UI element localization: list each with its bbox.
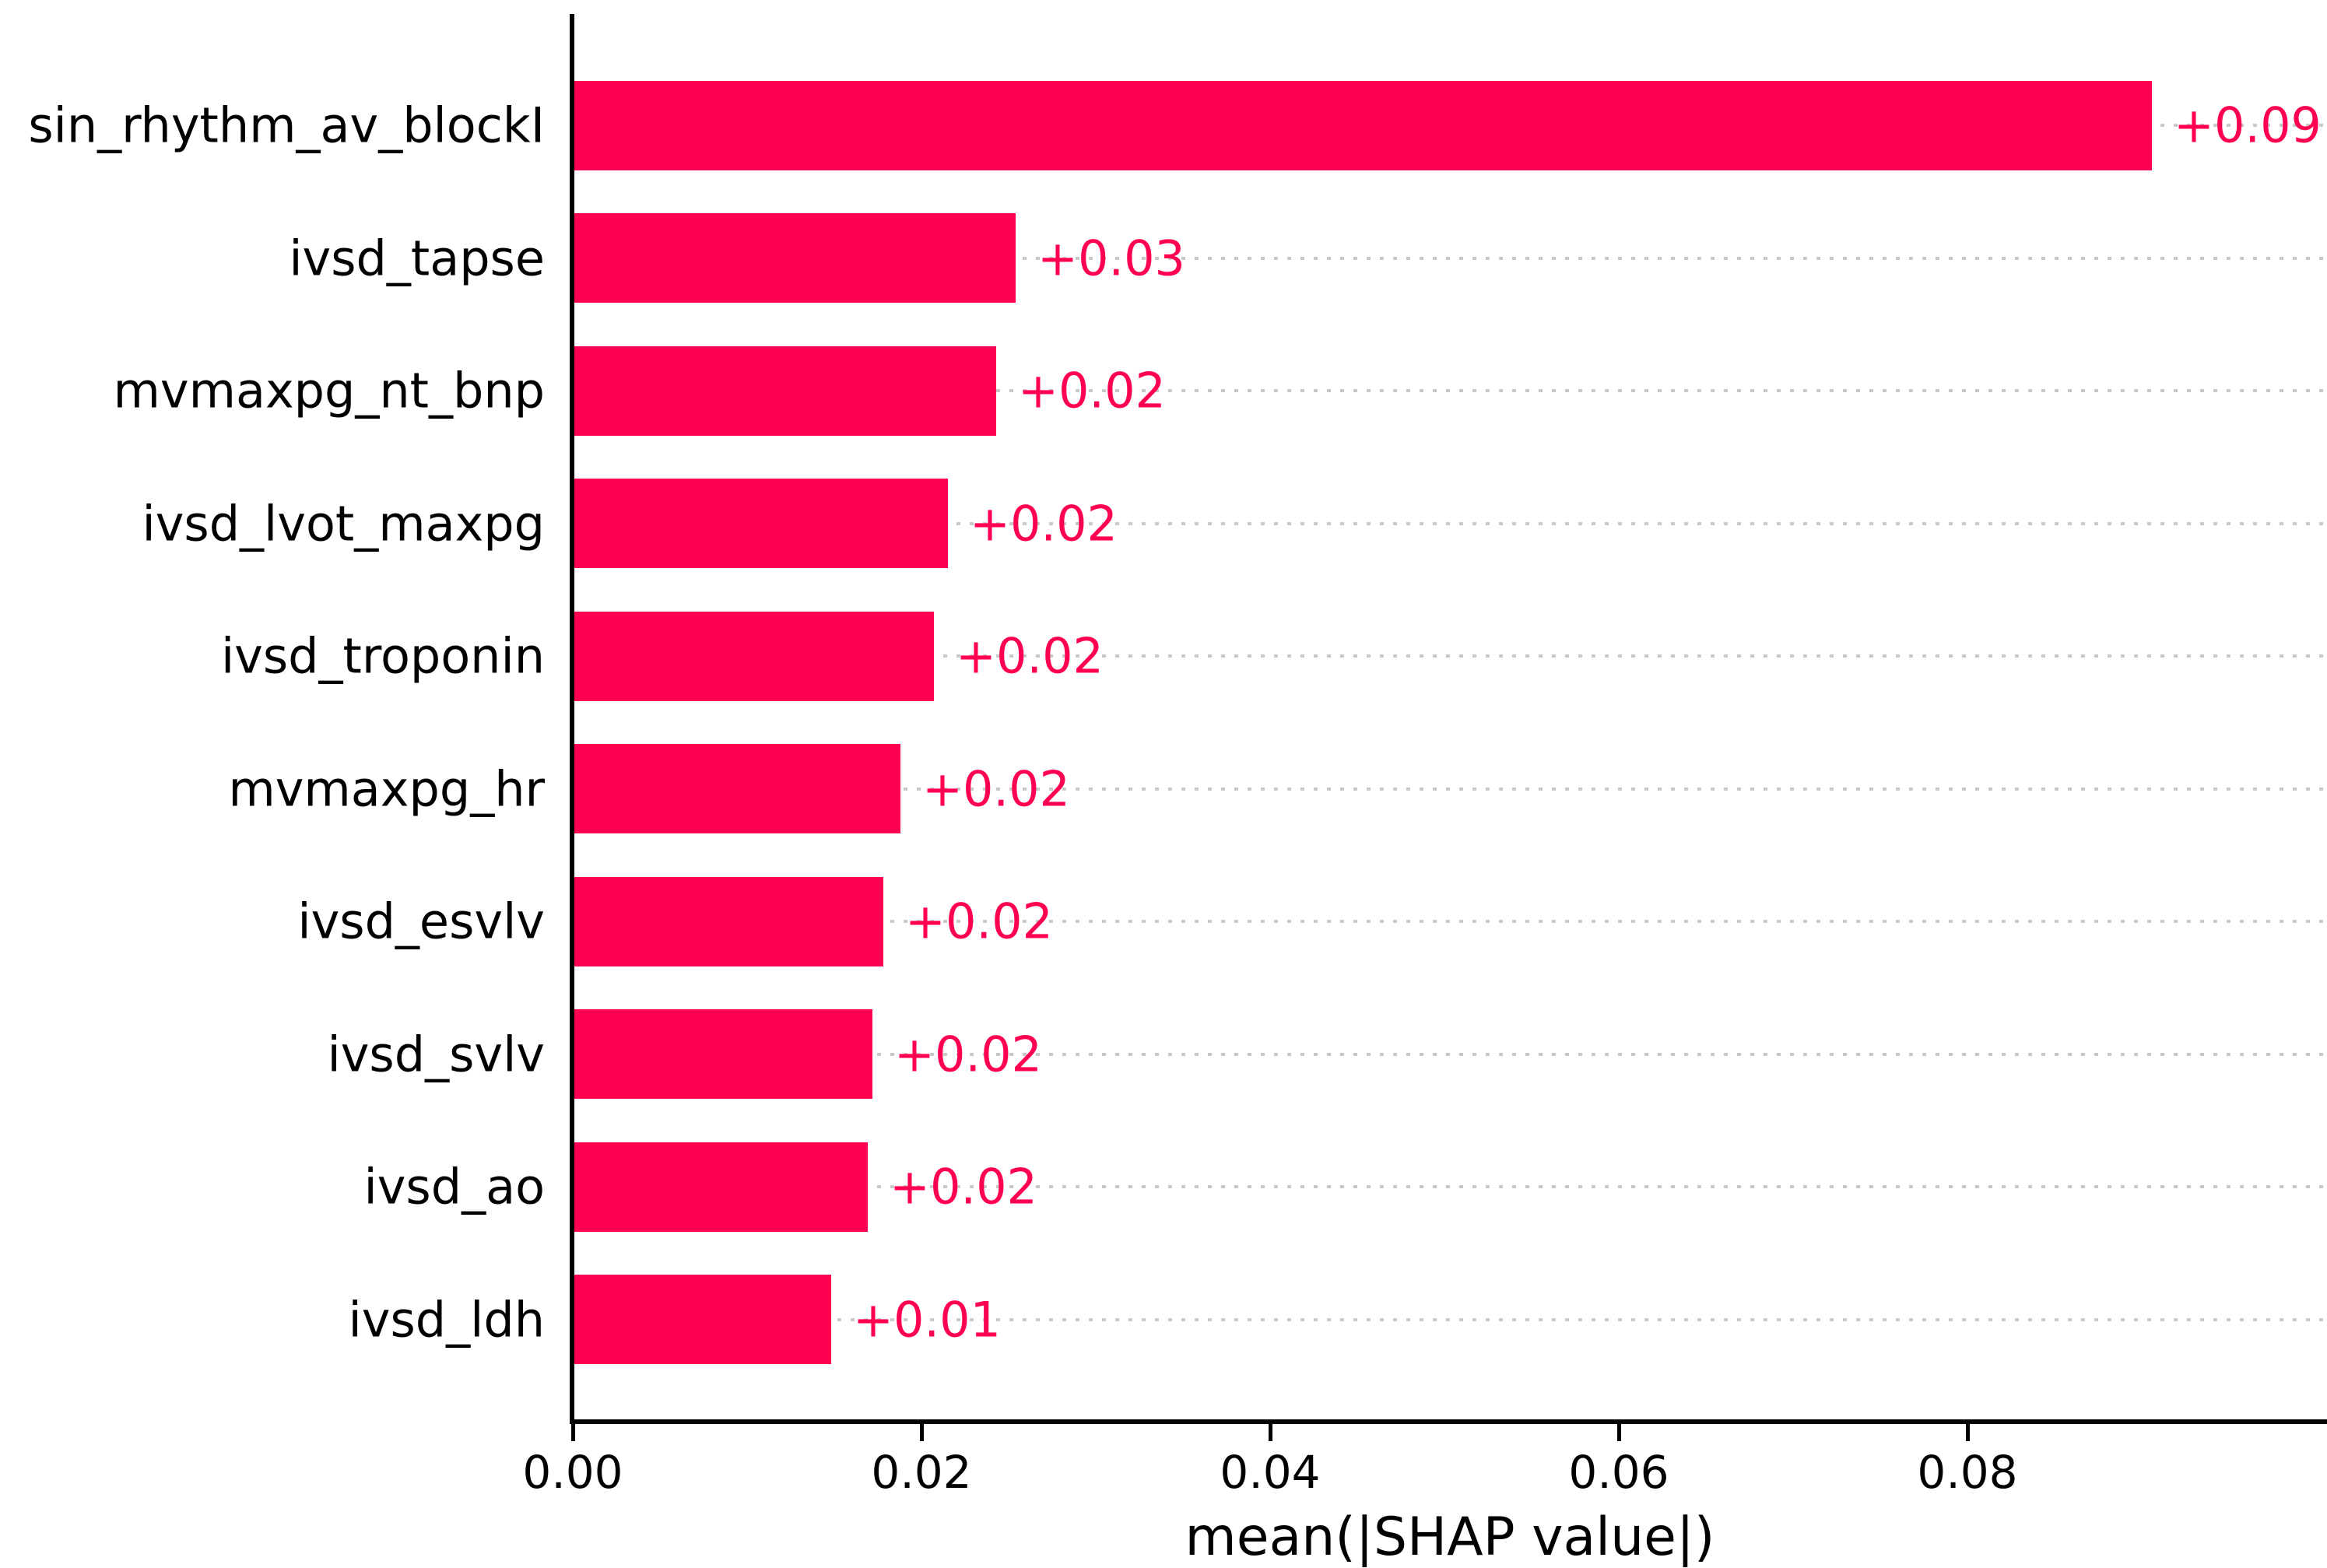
x-tick-mark (571, 1424, 575, 1441)
bar (573, 876, 883, 966)
value-label: +0.02 (922, 760, 1070, 817)
x-axis-spine (570, 1419, 2327, 1424)
y-axis-spine (570, 14, 574, 1424)
value-label: +0.09 (2174, 96, 2322, 154)
bar (573, 1275, 831, 1364)
gridline (573, 1052, 2327, 1056)
feature-label: ivsd_ldh (348, 1291, 545, 1348)
feature-label: mvmaxpg_hr (228, 760, 545, 817)
x-tick-mark (1966, 1424, 1970, 1441)
gridline (573, 654, 2327, 658)
feature-label: ivsd_tapse (289, 230, 545, 286)
bar (573, 1009, 872, 1099)
gridline (573, 389, 2327, 392)
gridline (573, 1185, 2327, 1188)
bar (573, 611, 934, 701)
value-label: +0.02 (894, 1026, 1042, 1082)
gridline (573, 787, 2327, 791)
x-tick-label: 0.04 (1220, 1446, 1321, 1499)
feature-label: mvmaxpg_nt_bnp (113, 362, 546, 419)
feature-label: ivsd_svlv (327, 1026, 545, 1082)
x-tick-label: 0.08 (1917, 1446, 2018, 1499)
gridline (573, 1317, 2327, 1321)
value-label: +0.02 (1018, 362, 1166, 419)
bar (573, 744, 900, 833)
feature-label: sin_rhythm_av_blockI (28, 96, 545, 154)
feature-label: ivsd_ao (363, 1158, 546, 1215)
x-tick-label: 0.06 (1568, 1446, 1669, 1499)
feature-label: ivsd_lvot_maxpg (142, 495, 545, 552)
value-label: +0.02 (890, 1158, 1037, 1215)
bar (573, 80, 2152, 170)
x-tick-mark (1617, 1424, 1621, 1441)
gridline (573, 920, 2327, 923)
bar (573, 479, 948, 568)
feature-label: ivsd_troponin (220, 627, 545, 685)
bar (573, 346, 996, 436)
gridline (573, 256, 2327, 260)
gridline (573, 521, 2327, 525)
value-label: +0.02 (905, 893, 1053, 950)
value-label: +0.02 (970, 495, 1118, 552)
x-tick-label: 0.00 (522, 1446, 623, 1499)
value-label: +0.01 (853, 1291, 1001, 1348)
x-tick-mark (920, 1424, 924, 1441)
value-label: +0.02 (956, 627, 1104, 685)
feature-label: ivsd_esvlv (297, 893, 545, 950)
x-tick-mark (1269, 1424, 1272, 1441)
bar (573, 213, 1016, 303)
x-tick-label: 0.02 (871, 1446, 972, 1499)
bar (573, 1142, 868, 1232)
value-label: +0.03 (1037, 230, 1185, 286)
x-axis-title: mean(|SHAP value|) (1185, 1507, 1715, 1568)
